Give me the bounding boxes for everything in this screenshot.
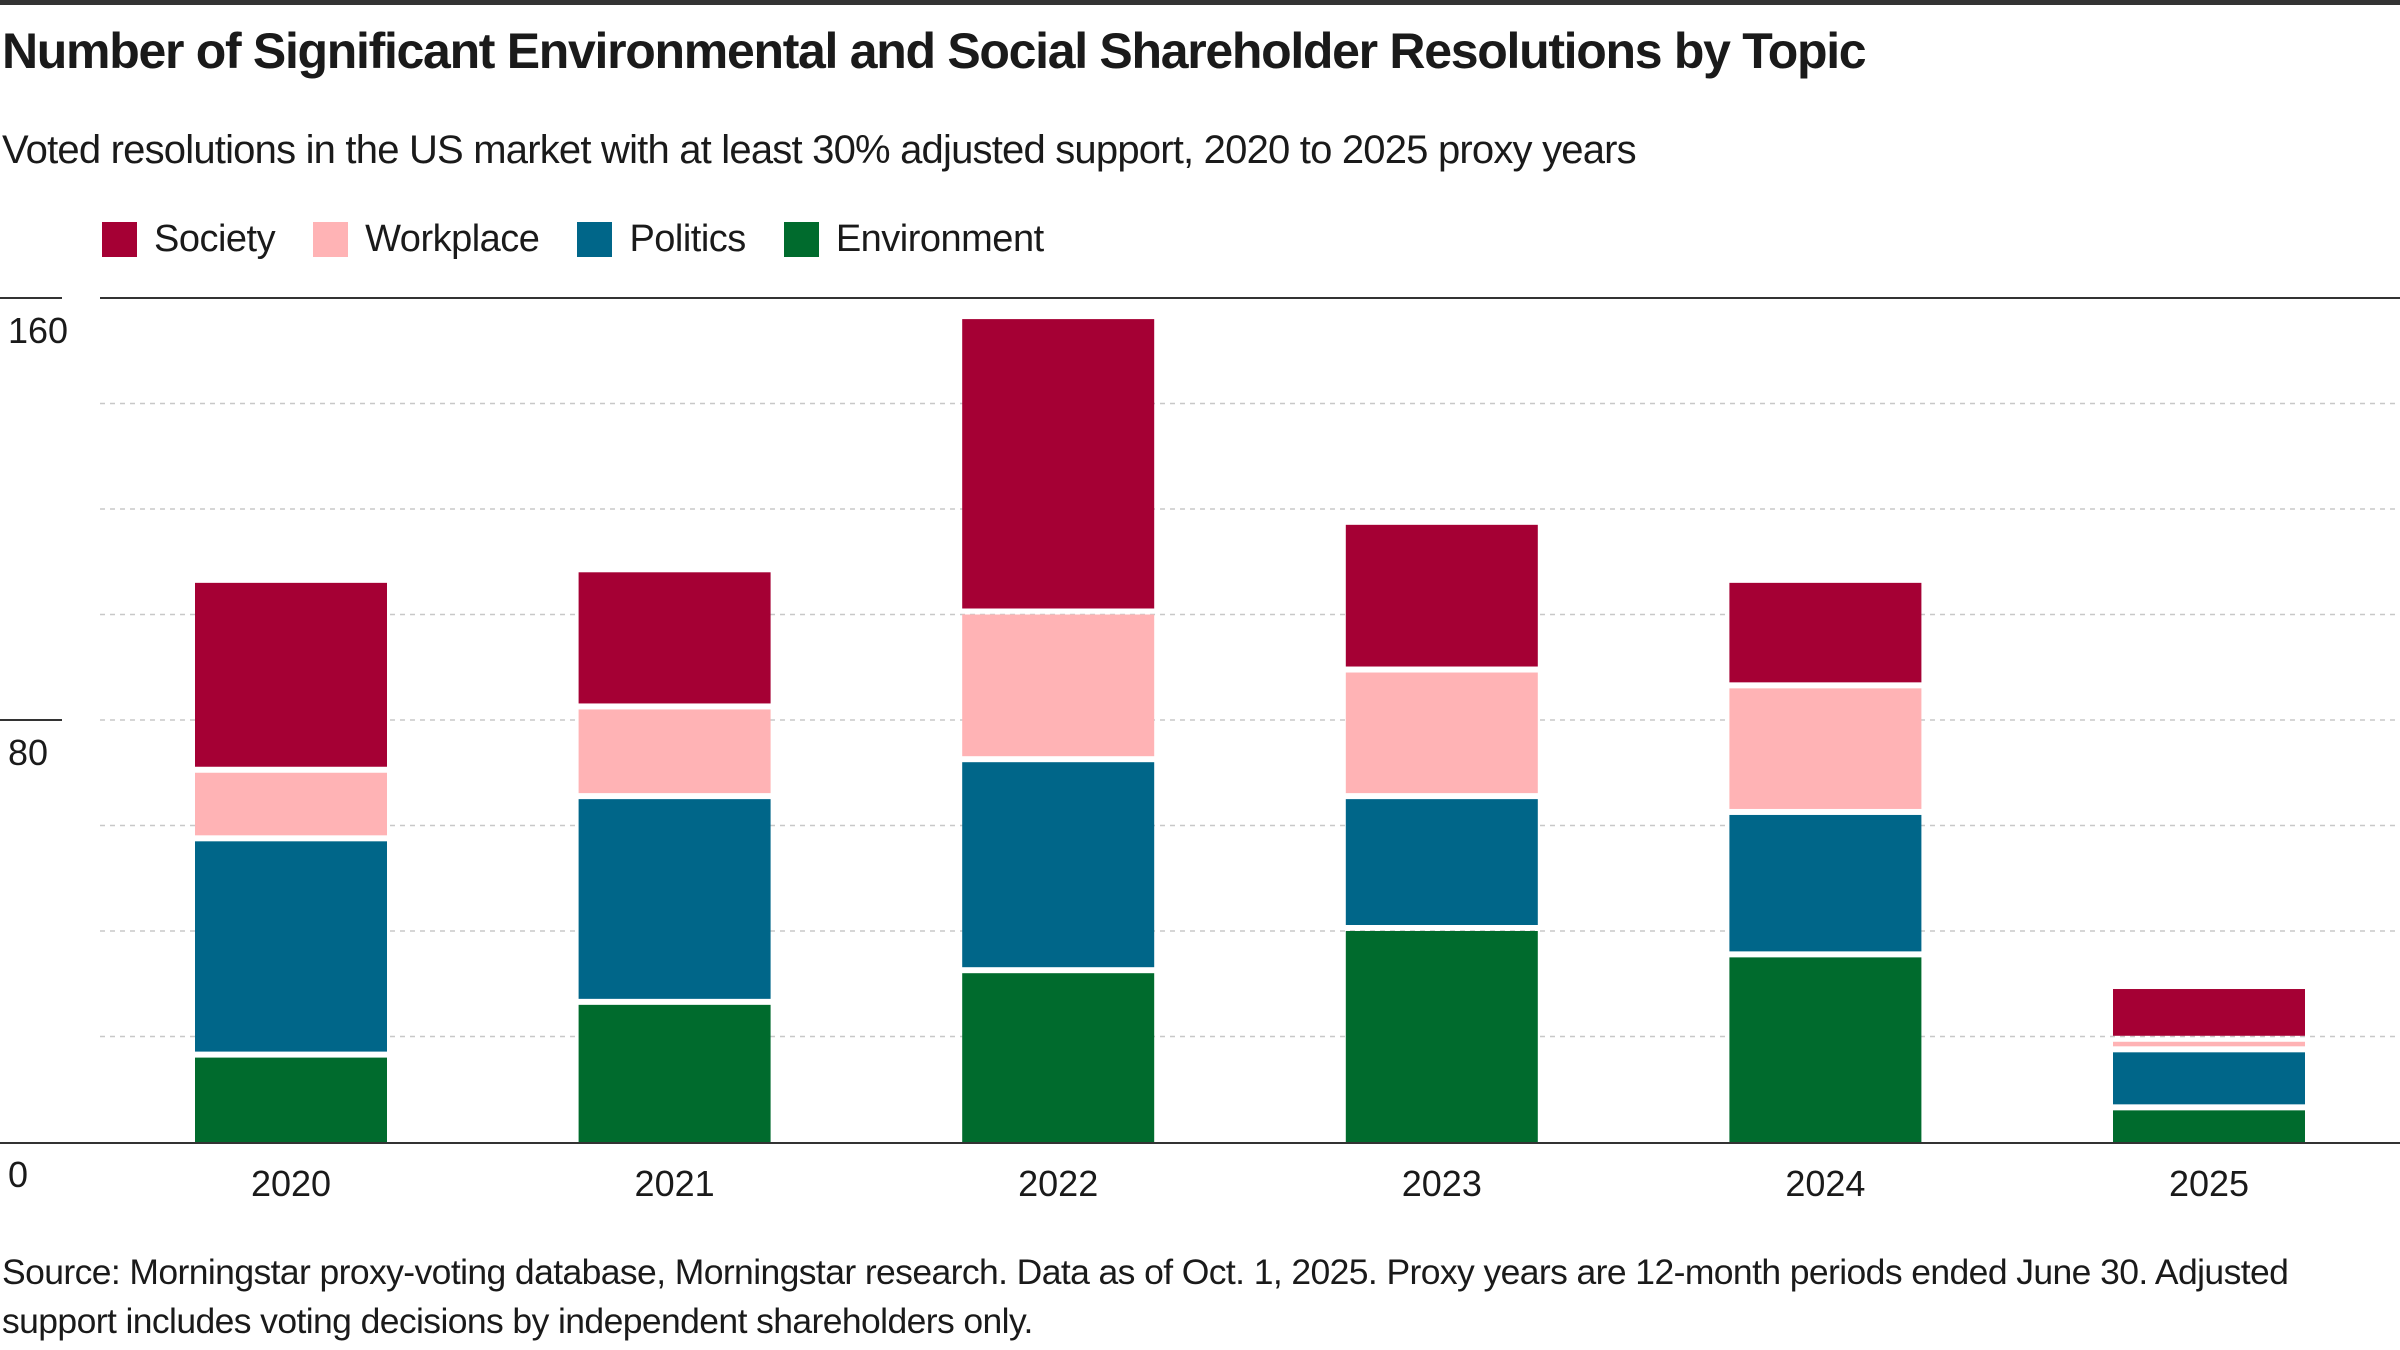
- bar-segment-workplace-2024: [1729, 688, 1922, 809]
- x-tick-label: 2020: [251, 1163, 331, 1204]
- bar-segment-workplace-2023: [1345, 672, 1538, 794]
- x-tick-label: 2023: [1402, 1163, 1482, 1204]
- bar-segment-environment-2020: [195, 1057, 387, 1142]
- x-tick-label: 2024: [1785, 1163, 1865, 1204]
- legend-label-society: Society: [154, 218, 276, 260]
- top-rule: [0, 0, 2400, 5]
- bar-segment-politics-2021: [578, 799, 771, 999]
- legend-item-society: Society: [102, 218, 276, 261]
- bar-segment-politics-2020: [195, 841, 387, 1052]
- y-tick-label: 0: [8, 1154, 28, 1195]
- legend-label-politics: Politics: [629, 218, 746, 260]
- bar-segment-society-2025: [2113, 989, 2305, 1036]
- chart-title: Number of Significant Environmental and …: [2, 23, 1867, 79]
- stacked-bar-chart: 0 80 160 2020 2021 2022 2023 2024 2025: [0, 297, 2400, 1204]
- legend-swatch-workplace: [313, 222, 349, 257]
- x-tick-label: 2022: [1018, 1163, 1098, 1204]
- chart-subtitle: Voted resolutions in the US market with …: [2, 128, 1637, 172]
- bar-segment-society-2022: [962, 319, 1155, 609]
- legend: Society Workplace Politics Environment: [102, 218, 1082, 261]
- y-tick-label: 160: [8, 310, 68, 351]
- bar-segment-politics-2023: [1345, 799, 1538, 925]
- bar-segment-environment-2022: [962, 973, 1155, 1142]
- legend-item-politics: Politics: [577, 218, 746, 261]
- legend-label-workplace: Workplace: [365, 218, 540, 260]
- legend-item-environment: Environment: [783, 218, 1044, 261]
- bar-segment-society-2023: [1345, 524, 1538, 667]
- bar-segment-politics-2022: [962, 762, 1155, 968]
- bar-segment-politics-2025: [2113, 1052, 2305, 1105]
- bar-segment-environment-2025: [2113, 1110, 2305, 1142]
- bar-segment-politics-2024: [1729, 814, 1922, 952]
- bar-segment-environment-2023: [1345, 931, 1538, 1142]
- bar-segment-workplace-2025: [2113, 1041, 2305, 1047]
- bar-segment-environment-2021: [578, 1004, 771, 1142]
- bar-segment-society-2020: [195, 582, 387, 767]
- legend-item-workplace: Workplace: [313, 218, 540, 261]
- bar-segment-workplace-2022: [962, 614, 1155, 757]
- bar-segment-society-2024: [1729, 582, 1922, 683]
- bar-segment-society-2021: [578, 572, 771, 704]
- bar-segment-workplace-2021: [578, 709, 771, 794]
- x-tick-label: 2021: [635, 1163, 715, 1204]
- legend-swatch-environment: [783, 222, 819, 257]
- y-tick-label: 80: [8, 732, 48, 773]
- legend-label-environment: Environment: [835, 218, 1044, 260]
- x-tick-label: 2025: [2169, 1163, 2249, 1204]
- legend-swatch-society: [102, 222, 137, 257]
- legend-swatch-politics: [577, 222, 613, 257]
- bar-segment-workplace-2020: [195, 772, 387, 836]
- bar-segment-environment-2024: [1729, 957, 1922, 1142]
- source-note: Source: Morningstar proxy-voting databas…: [2, 1252, 2289, 1341]
